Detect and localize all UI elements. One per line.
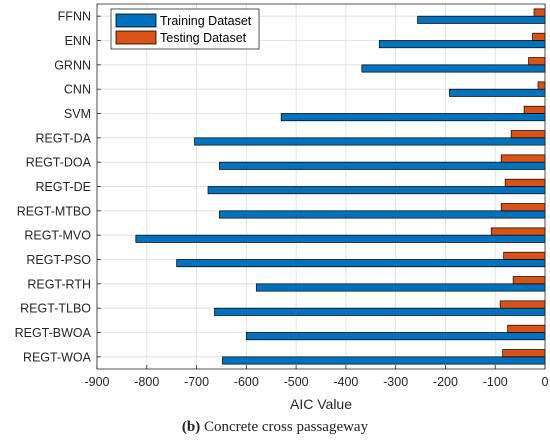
- y-tick-label: SVM: [64, 107, 91, 121]
- bar-testing: [490, 227, 546, 236]
- x-tick-label: -400: [333, 375, 358, 389]
- caption-label: (b): [181, 419, 201, 435]
- bar-testing: [503, 251, 546, 260]
- bar-training: [255, 283, 546, 292]
- bar-training: [135, 234, 546, 243]
- bar-testing: [507, 324, 546, 333]
- bar-testing: [512, 276, 546, 285]
- x-tick-label: -600: [234, 375, 259, 389]
- x-axis-title: AIC Value: [290, 396, 352, 412]
- y-tick-label: REGT-WOA: [23, 350, 92, 364]
- x-tick-label: -200: [433, 375, 458, 389]
- x-tick-label: -300: [383, 375, 408, 389]
- legend-label-training: Training Dataset: [160, 14, 252, 28]
- y-tick-label: REGT-BWOA: [15, 326, 92, 340]
- bar-training: [194, 137, 546, 146]
- x-tick-label: -900: [84, 375, 109, 389]
- bar-training: [222, 356, 546, 365]
- bar-testing: [500, 154, 546, 163]
- y-tick-label: REGT-TLBO: [20, 302, 91, 316]
- legend: Training Dataset Testing Dataset: [110, 8, 260, 50]
- y-tick-label: REGT-DE: [35, 180, 91, 194]
- bar-training: [449, 88, 546, 97]
- x-tick-label: -700: [184, 375, 209, 389]
- bar-training: [361, 64, 546, 73]
- legend-label-testing: Testing Dataset: [160, 31, 247, 45]
- x-tick-label: -100: [483, 375, 508, 389]
- y-tick-label: REGT-RTH: [27, 277, 91, 291]
- y-tick-label: REGT-MVO: [24, 229, 91, 243]
- y-tick-label: REGT-DOA: [26, 156, 92, 170]
- figure-caption: (b) Concrete cross passageway: [0, 419, 550, 436]
- y-tick-label: GRNN: [54, 58, 91, 72]
- aic-bar-chart: -900 -800 -700 -600 -500 -400 -300 -200 -100 0 FF…: [15, 3, 549, 412]
- x-tick-label: 0: [542, 375, 549, 389]
- legend-swatch-testing: [115, 30, 157, 45]
- y-tick-label: FFNN: [58, 10, 91, 24]
- bar-testing: [532, 32, 546, 41]
- bar-training: [378, 40, 546, 49]
- bar-testing: [523, 105, 546, 114]
- bar-training: [417, 15, 546, 24]
- bar-testing: [499, 300, 546, 309]
- bar-training: [280, 113, 546, 122]
- y-ticks: FFNN ENN GRNN CNN SVM REGT-DA REGT-DOA REGT-DE R…: [15, 10, 101, 364]
- x-tick-label: -800: [134, 375, 159, 389]
- bar-training: [219, 210, 546, 219]
- bar-testing: [528, 57, 546, 66]
- caption-text: Concrete cross passageway: [203, 419, 369, 435]
- bar-testing: [510, 130, 546, 139]
- bar-testing: [504, 178, 546, 187]
- bar-training: [207, 186, 546, 195]
- legend-swatch-training: [115, 13, 157, 28]
- bar-testing: [537, 81, 546, 90]
- bar-testing: [500, 203, 546, 212]
- bar-testing: [533, 8, 546, 17]
- x-tick-label: -500: [284, 375, 309, 389]
- bar-training: [176, 259, 546, 268]
- bar-training: [245, 332, 546, 341]
- bar-testing: [502, 349, 546, 358]
- y-tick-label: ENN: [65, 34, 91, 48]
- x-ticks: -900 -800 -700 -600 -500 -400 -300 -200 -100 0: [84, 365, 549, 389]
- y-tick-label: REGT-MTBO: [17, 204, 92, 218]
- bar-training: [219, 161, 546, 170]
- y-tick-label: REGT-PSO: [26, 253, 91, 267]
- bar-training: [214, 307, 546, 316]
- y-tick-label: CNN: [64, 83, 91, 97]
- y-tick-label: REGT-DA: [35, 131, 91, 145]
